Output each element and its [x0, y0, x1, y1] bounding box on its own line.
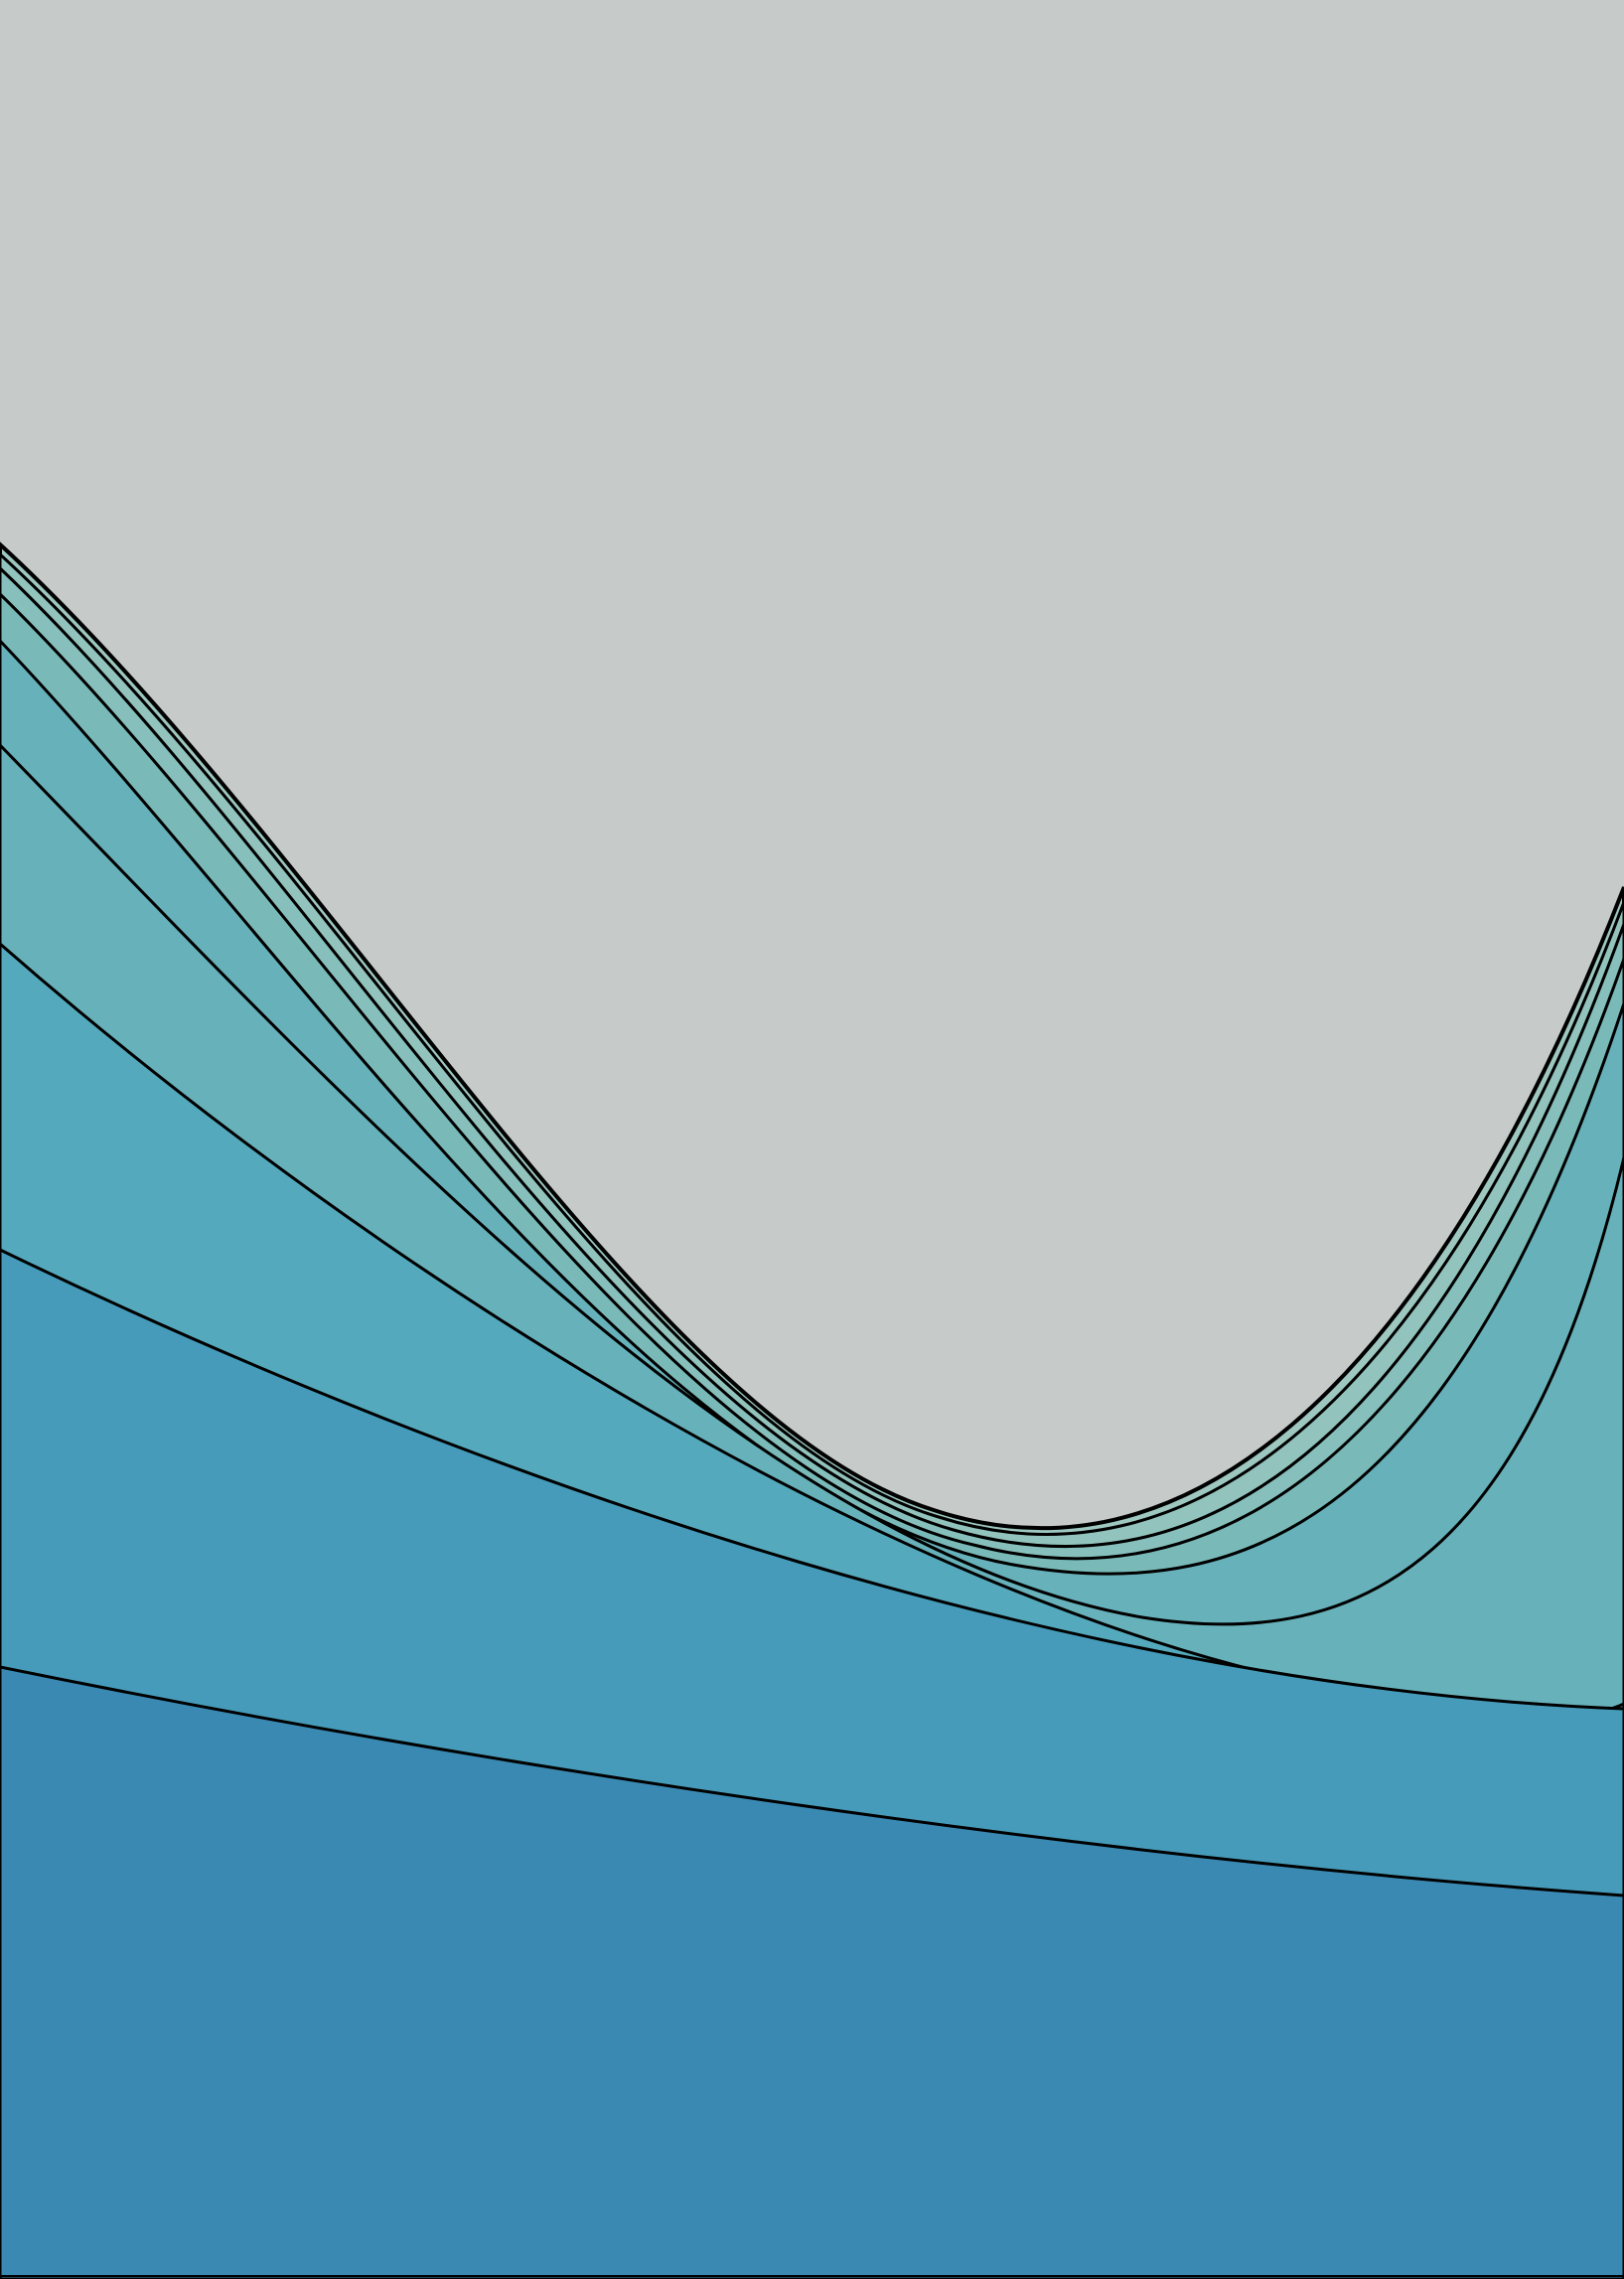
band-0	[0, 1665, 1624, 2279]
